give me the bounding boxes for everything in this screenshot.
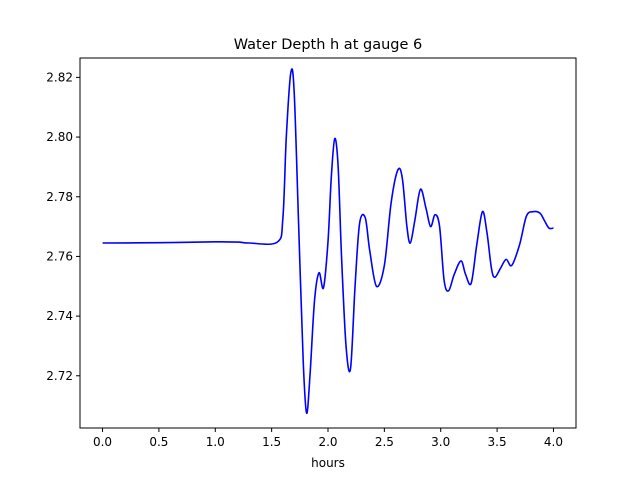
x-tick-label: 4.0 [544, 435, 563, 449]
x-tick-label: 2.5 [375, 435, 394, 449]
x-tick-label: 0.5 [149, 435, 168, 449]
y-tick-label: 2.74 [46, 309, 73, 323]
x-tick-label: 2.0 [318, 435, 337, 449]
y-tick-label: 2.80 [46, 130, 73, 144]
x-tick-label: 1.0 [206, 435, 225, 449]
x-tick-label: 1.5 [262, 435, 281, 449]
y-tick-label: 2.78 [46, 190, 73, 204]
x-tick-label: 3.5 [488, 435, 507, 449]
y-tick-label: 2.72 [46, 369, 73, 383]
x-tick-label: 0.0 [93, 435, 112, 449]
y-tick-label: 2.76 [46, 249, 73, 263]
x-tick-label: 3.0 [431, 435, 450, 449]
series-line [102, 68, 554, 414]
x-axis-label: hours [311, 456, 345, 470]
chart-title: Water Depth h at gauge 6 [234, 37, 422, 53]
y-tick-label: 2.82 [46, 70, 73, 84]
